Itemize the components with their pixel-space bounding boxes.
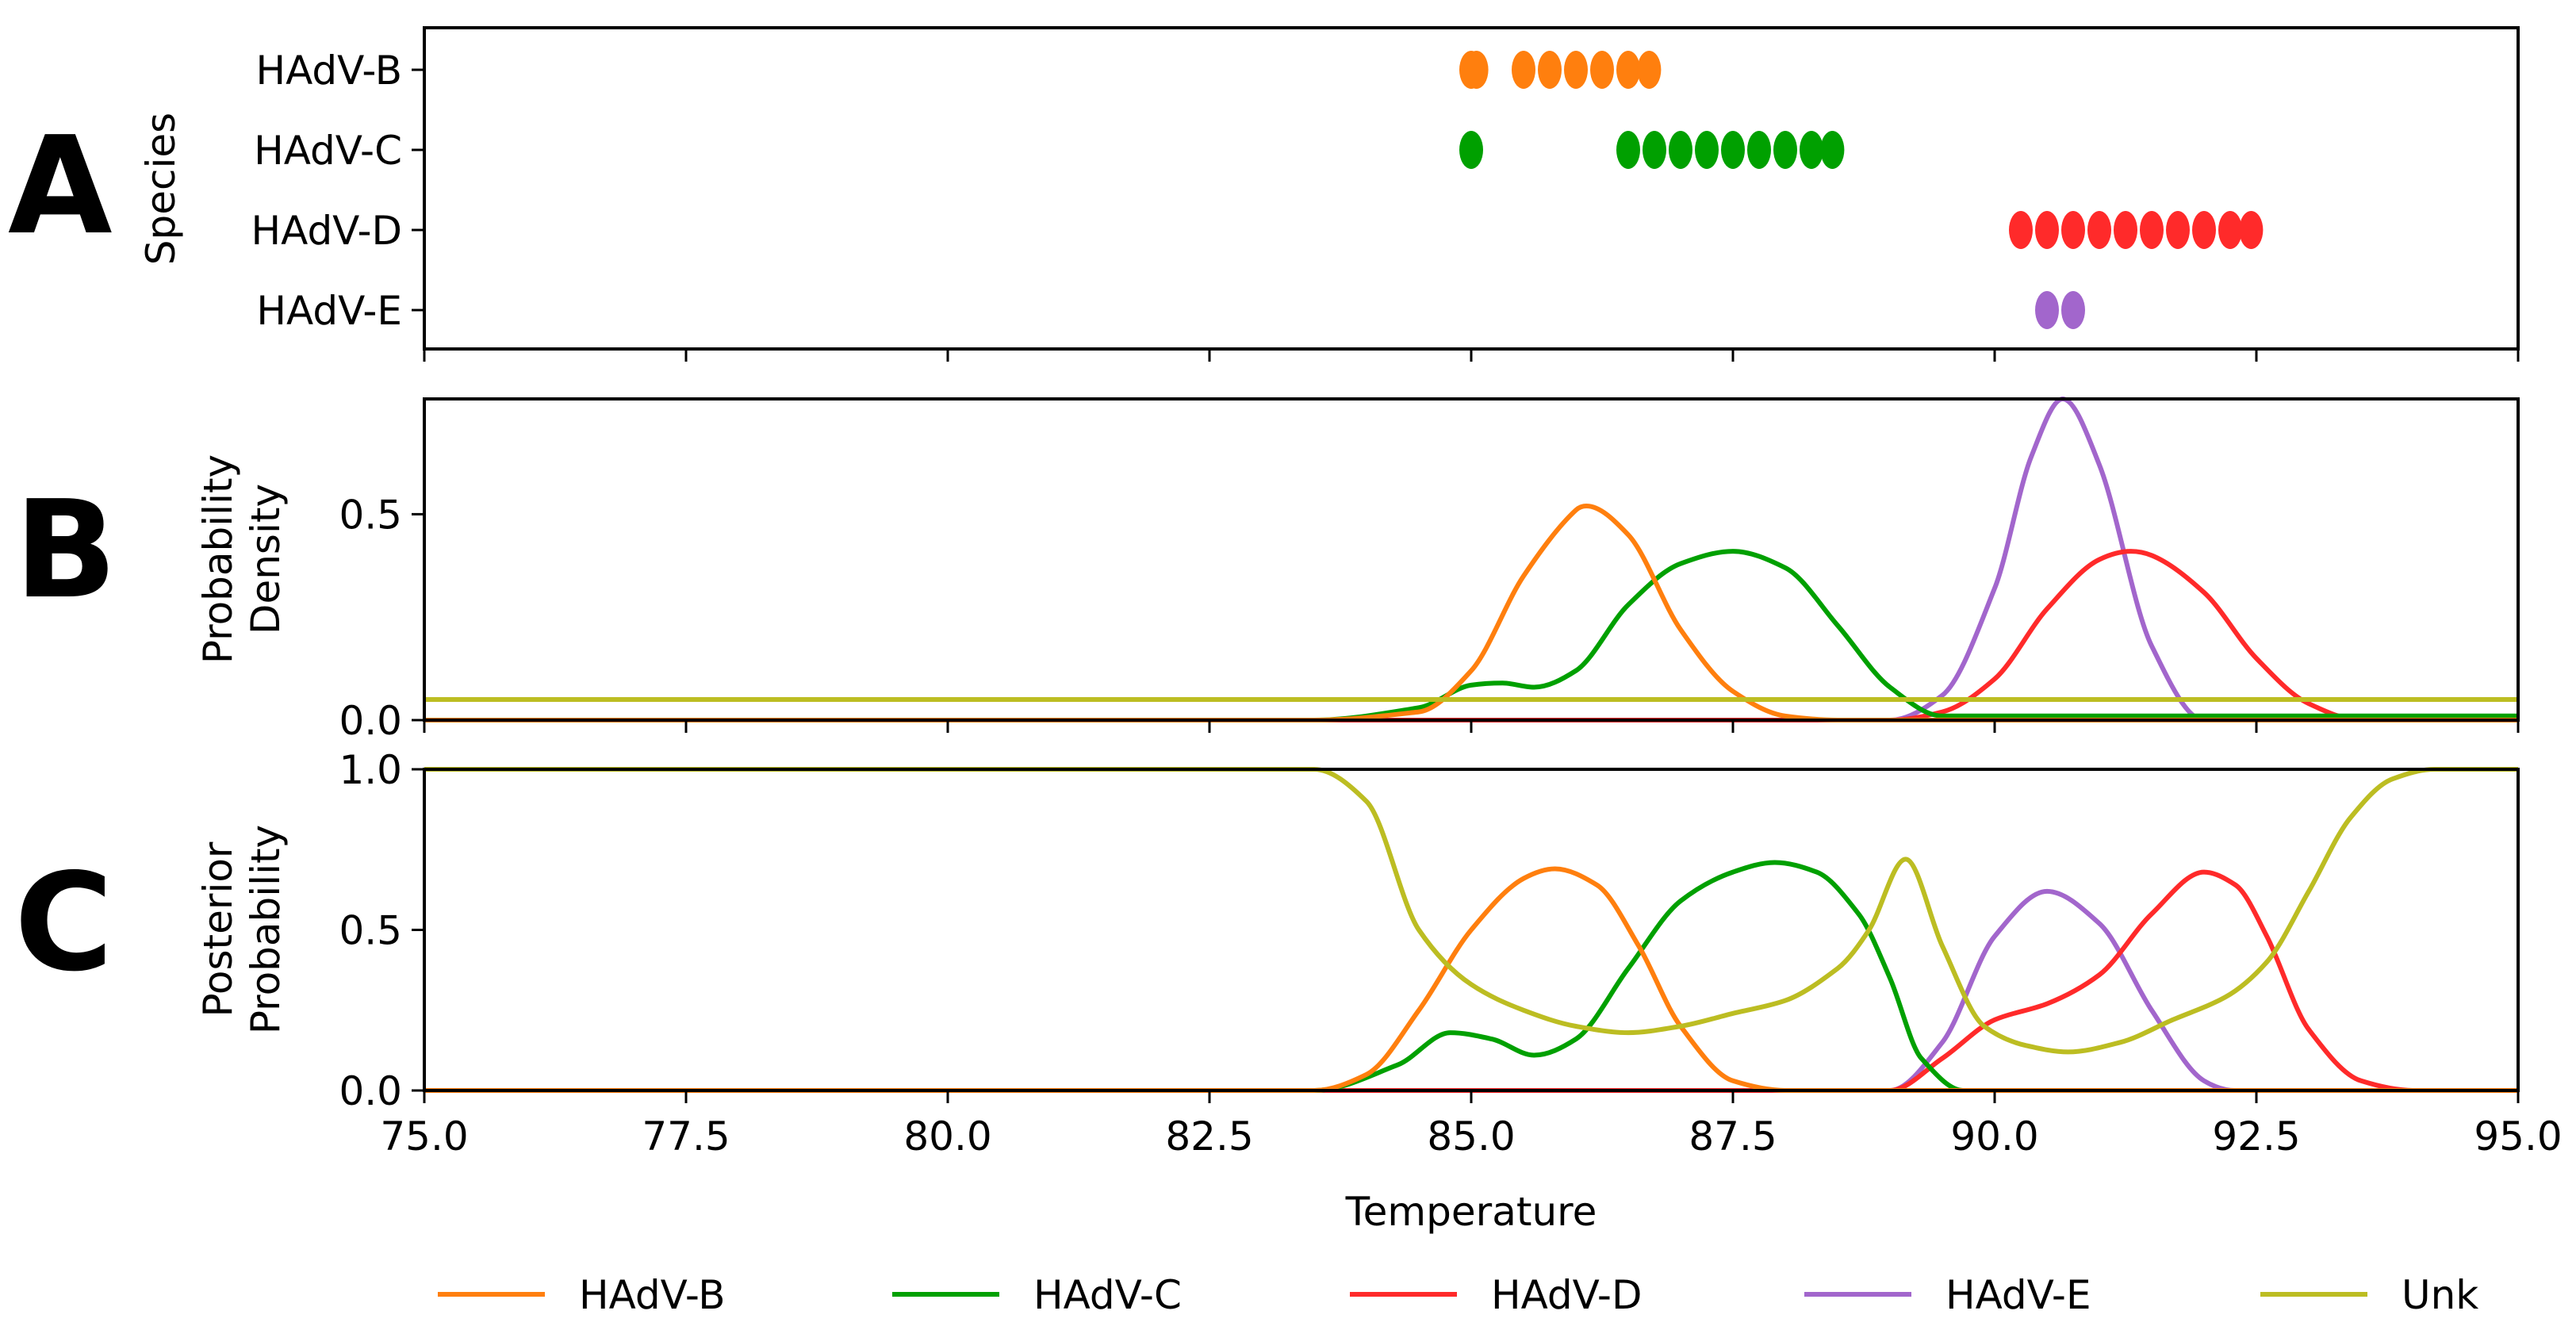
- x-tick-label: 92.5: [2212, 1113, 2300, 1159]
- y-tick-label: 1.0: [339, 747, 402, 793]
- panel-letter-a: A: [8, 108, 113, 265]
- density-panel: 0.0 0.5 Probability Density: [195, 397, 2520, 744]
- category-label: HAdV-B: [256, 48, 403, 94]
- species-dot: [1538, 51, 1562, 89]
- species-dot: [1695, 131, 1719, 169]
- x-tick-label: 82.5: [1165, 1113, 1253, 1159]
- species-dot: [2166, 211, 2190, 249]
- species-dot: [1616, 51, 1640, 89]
- species-dot: [1747, 131, 1771, 169]
- species-dot: [1464, 51, 1489, 89]
- x-tick-label: 90.0: [1950, 1113, 2038, 1159]
- panel-c-ylabel-line1: Posterior: [195, 841, 241, 1017]
- species-dot: [2140, 211, 2164, 249]
- category-label: HAdV-C: [254, 128, 402, 174]
- species-dot: [2009, 211, 2033, 249]
- species-dot: [1800, 131, 1823, 169]
- series-line-hadv-e: [424, 888, 2518, 1094]
- legend-label: Unk: [2402, 1272, 2478, 1318]
- category-label: HAdV-E: [256, 288, 402, 334]
- species-dot: [1820, 131, 1845, 169]
- species-dot: [2114, 211, 2137, 249]
- x-tick-label: 75.0: [380, 1113, 468, 1159]
- series-line-hadv-d: [424, 549, 2518, 723]
- species-dot: [2035, 211, 2059, 249]
- y-tick-label: 0.0: [339, 1068, 402, 1114]
- species-dot: [1590, 51, 1614, 89]
- series-line-hadv-b: [424, 504, 2518, 723]
- species-dot: [1773, 131, 1797, 169]
- y-tick-label: 0.0: [339, 698, 402, 744]
- y-tick-label: 0.5: [339, 492, 402, 538]
- legend-label: HAdV-B: [579, 1272, 726, 1318]
- species-dot: [1564, 51, 1588, 89]
- species-dot: [2035, 291, 2059, 329]
- panel-c-ylabel-line2: Probability: [243, 825, 289, 1034]
- series-line-unk: [424, 766, 2518, 1055]
- series-line-hadv-c: [424, 549, 2518, 723]
- y-tick-label: 0.5: [339, 908, 402, 954]
- species-dot: [1616, 131, 1640, 169]
- x-tick-label: 85.0: [1427, 1113, 1515, 1159]
- series-line-hadv-c: [424, 860, 2518, 1094]
- panel-letter-c: C: [14, 845, 113, 1002]
- series-line-hadv-d: [424, 869, 2518, 1094]
- x-axis-label: Temperature: [1345, 1189, 1597, 1235]
- species-dot: [1512, 51, 1535, 89]
- series-line-hadv-b: [424, 866, 2518, 1094]
- species-dot: [1637, 51, 1662, 89]
- legend-label: HAdV-E: [1945, 1272, 2091, 1318]
- x-tick-label: 77.5: [642, 1113, 730, 1159]
- species-dot: [2061, 291, 2085, 329]
- species-dot: [1459, 131, 1483, 169]
- x-tick-label: 87.5: [1689, 1113, 1777, 1159]
- species-dot: [1643, 131, 1666, 169]
- species-dot: [2061, 211, 2085, 249]
- species-dot: [1721, 131, 1745, 169]
- legend: HAdV-B HAdV-C HAdV-D HAdV-E Unk: [438, 1272, 2478, 1318]
- panel-letter-b: B: [14, 472, 117, 629]
- panel-b-ylabel-line1: Probability: [195, 454, 241, 664]
- category-label: HAdV-D: [251, 208, 402, 254]
- legend-label: HAdV-C: [1033, 1272, 1182, 1318]
- panel-b-ylabel-line2: Density: [243, 484, 289, 634]
- species-dot: [2087, 211, 2111, 249]
- species-dot: [2239, 211, 2264, 249]
- x-tick-label: 95.0: [2474, 1113, 2562, 1159]
- species-dot: [2192, 211, 2216, 249]
- panel-a-ylabel: Species: [138, 113, 184, 265]
- species-dot: [1669, 131, 1692, 169]
- x-tick-label: 80.0: [903, 1113, 991, 1159]
- legend-label: HAdV-D: [1491, 1272, 1642, 1318]
- species-dot: [2218, 211, 2242, 249]
- species-strip-panel: HAdV-B HAdV-C HAdV-D HAdV-E Species: [138, 26, 2520, 362]
- posterior-panel: 75.0 77.5 80.0 82.5 85.0 87.5 90.0 92.5 95.0 0.0 0…: [195, 747, 2563, 1235]
